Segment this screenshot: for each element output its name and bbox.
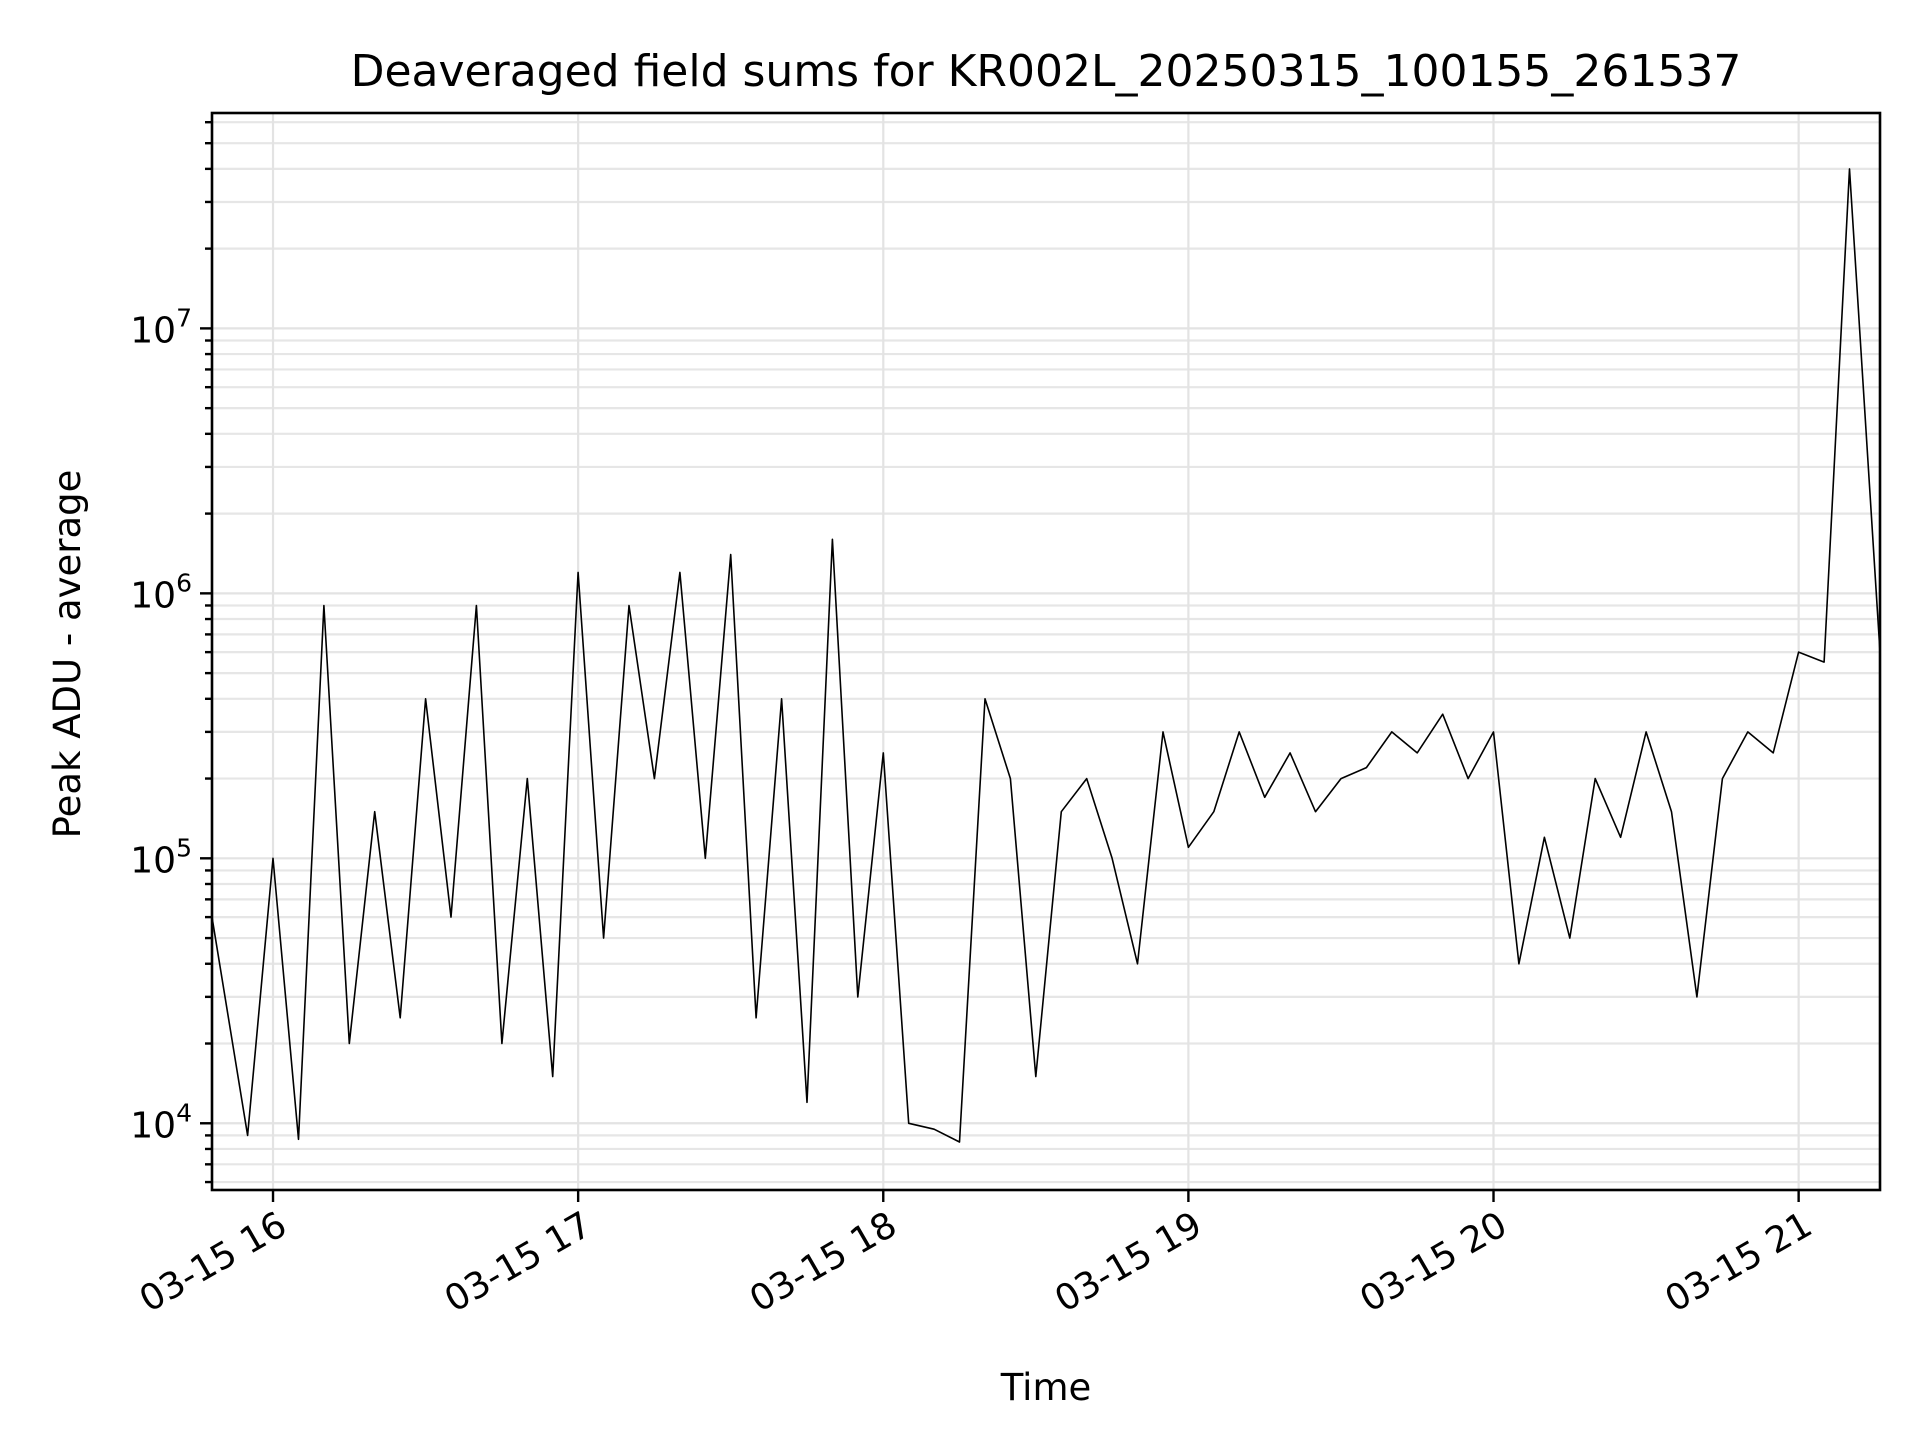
y-tick-label: 107 bbox=[130, 303, 192, 351]
x-tick-label: 03-15 21 bbox=[1658, 1204, 1819, 1320]
x-tick-labels: 03-15 16 03-15 17 03-15 18 03-15 19 03-15 20… bbox=[133, 1204, 1819, 1320]
y-tick-exponent: 5 bbox=[176, 833, 192, 862]
x-tick-label: 03-15 17 bbox=[438, 1204, 599, 1320]
chart-title: Deaveraged field sums for KR002L_2025031… bbox=[351, 46, 1742, 97]
y-tick-label: 106 bbox=[130, 568, 192, 616]
y-tick-base: 10 bbox=[130, 575, 176, 616]
y-axis-label: Peak ADU - average bbox=[46, 470, 89, 839]
y-tick-exponent: 7 bbox=[176, 303, 192, 332]
y-tick-exponent: 6 bbox=[176, 568, 192, 597]
x-tick-label: 03-15 18 bbox=[743, 1204, 904, 1320]
series-line bbox=[211, 168, 1881, 1143]
x-tick-label: 03-15 19 bbox=[1048, 1204, 1209, 1320]
x-tick-label: 03-15 20 bbox=[1353, 1204, 1514, 1320]
x-tick-label: 03-15 16 bbox=[133, 1204, 294, 1320]
y-tick-base: 10 bbox=[130, 310, 176, 351]
y-tick-label: 105 bbox=[130, 833, 192, 881]
y-tick-label: 104 bbox=[130, 1098, 192, 1146]
x-axis-label: Time bbox=[1000, 1366, 1092, 1409]
axis-ticks bbox=[200, 121, 1800, 1202]
grid bbox=[212, 113, 1880, 1190]
y-tick-base: 10 bbox=[130, 840, 176, 881]
y-tick-exponent: 4 bbox=[176, 1098, 192, 1127]
y-tick-base: 10 bbox=[130, 1105, 176, 1146]
